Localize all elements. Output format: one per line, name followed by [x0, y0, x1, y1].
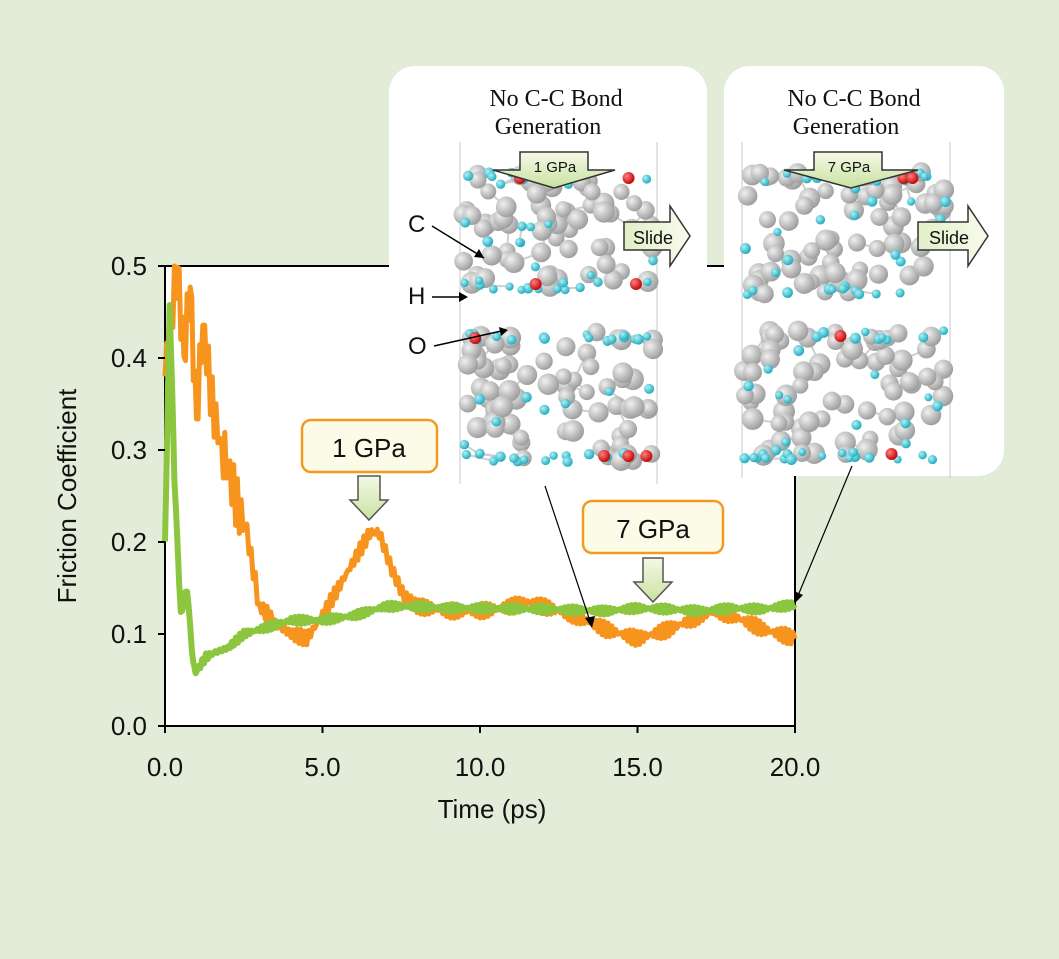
callout-1gpa: 1 GPa — [300, 418, 439, 522]
connector-1gpa — [544, 485, 592, 625]
slide-arrow: Slide — [623, 203, 691, 269]
series-line-7-gpa — [162, 302, 798, 677]
atom-label-oxygen: O — [408, 333, 427, 360]
pressure-label: 1 GPa — [534, 159, 577, 176]
inset-title-line2: Generation — [793, 114, 900, 140]
y-axis-label: Friction Coefficient — [52, 388, 82, 604]
inset-title-line1: No C-C Bond — [489, 86, 622, 112]
down-arrow-icon — [348, 475, 390, 522]
inset-connectors — [544, 465, 853, 628]
slide-label: Slide — [633, 228, 673, 248]
callout-label: 7 GPa — [616, 514, 690, 544]
callout-7gpa: 7 GPa — [581, 499, 725, 604]
slide-label: Slide — [929, 228, 969, 248]
x-tick-label: 10.0 — [455, 752, 506, 782]
y-axis: 0.0 0.1 0.2 0.3 0.4 0.5 — [111, 251, 165, 741]
connector-7gpa — [796, 465, 853, 599]
x-axis: 0.0 5.0 10.0 15.0 20.0 — [147, 726, 820, 782]
y-tick-label: 0.1 — [111, 619, 147, 649]
series-layer — [162, 263, 798, 677]
inset-panel-1gpa: No C-C Bond Generation 1 GPa Slide C H O — [389, 66, 707, 484]
pressure-arrow: 7 GPa — [783, 151, 919, 189]
x-tick-label: 0.0 — [147, 752, 183, 782]
pointer-carbon — [431, 225, 485, 259]
inset-panel-7gpa: No C-C Bond Generation 7 GPa Slide — [724, 66, 1004, 478]
pointer-oxygen — [433, 329, 507, 347]
inset-title-line2: Generation — [495, 114, 602, 140]
slide-arrow: Slide — [917, 203, 989, 269]
pressure-label: 7 GPa — [828, 159, 871, 176]
x-axis-label: Time (ps) — [438, 794, 547, 824]
y-tick-label: 0.3 — [111, 435, 147, 465]
pressure-arrow: 1 GPa — [492, 151, 616, 189]
callout-box — [300, 418, 439, 474]
callout-box — [581, 499, 725, 555]
x-tick-label: 15.0 — [612, 752, 663, 782]
x-tick-label: 5.0 — [304, 752, 340, 782]
y-tick-label: 0.0 — [111, 711, 147, 741]
y-tick-label: 0.2 — [111, 527, 147, 557]
atom-label-carbon: C — [408, 211, 425, 238]
callout-label: 1 GPa — [332, 433, 406, 463]
atom-label-hydrogen: H — [408, 283, 425, 310]
y-tick-label: 0.5 — [111, 251, 147, 281]
down-arrow-icon — [632, 557, 674, 604]
y-tick-label: 0.4 — [111, 343, 147, 373]
x-tick-label: 20.0 — [770, 752, 821, 782]
inset-title-line1: No C-C Bond — [787, 86, 920, 112]
